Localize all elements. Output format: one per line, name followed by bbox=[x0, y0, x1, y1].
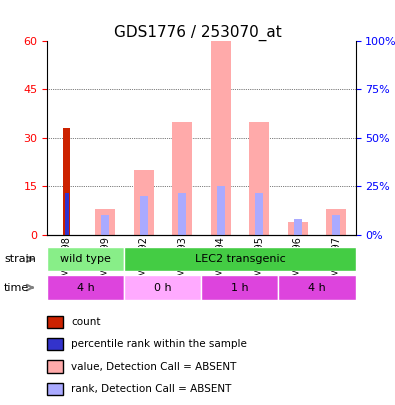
Bar bbox=[294, 219, 302, 235]
Text: GDS1776 / 253070_at: GDS1776 / 253070_at bbox=[114, 24, 281, 40]
Text: time: time bbox=[4, 283, 29, 292]
Bar bbox=[249, 122, 269, 235]
Bar bbox=[217, 186, 225, 235]
FancyBboxPatch shape bbox=[47, 275, 124, 300]
Bar bbox=[332, 215, 340, 235]
Bar bbox=[211, 40, 231, 235]
Text: count: count bbox=[71, 317, 101, 327]
Text: value, Detection Call = ABSENT: value, Detection Call = ABSENT bbox=[71, 362, 237, 371]
Bar bbox=[255, 193, 263, 235]
Text: 1 h: 1 h bbox=[231, 283, 249, 292]
Text: strain: strain bbox=[4, 254, 36, 264]
Bar bbox=[101, 215, 109, 235]
Text: wild type: wild type bbox=[60, 254, 111, 264]
Bar bbox=[63, 128, 70, 235]
Text: 0 h: 0 h bbox=[154, 283, 172, 292]
FancyBboxPatch shape bbox=[201, 275, 278, 300]
Text: 4 h: 4 h bbox=[308, 283, 326, 292]
FancyBboxPatch shape bbox=[124, 247, 356, 271]
Text: LEC2 transgenic: LEC2 transgenic bbox=[195, 254, 285, 264]
FancyBboxPatch shape bbox=[278, 275, 356, 300]
Bar bbox=[95, 209, 115, 235]
Bar bbox=[172, 122, 192, 235]
FancyBboxPatch shape bbox=[124, 275, 201, 300]
Bar bbox=[134, 170, 154, 235]
Bar bbox=[140, 196, 148, 235]
FancyBboxPatch shape bbox=[47, 247, 124, 271]
Text: percentile rank within the sample: percentile rank within the sample bbox=[71, 339, 247, 349]
Text: 4 h: 4 h bbox=[77, 283, 95, 292]
Bar bbox=[326, 209, 346, 235]
Text: rank, Detection Call = ABSENT: rank, Detection Call = ABSENT bbox=[71, 384, 231, 394]
Bar bbox=[178, 193, 186, 235]
Bar bbox=[65, 193, 69, 235]
Bar bbox=[288, 222, 308, 235]
